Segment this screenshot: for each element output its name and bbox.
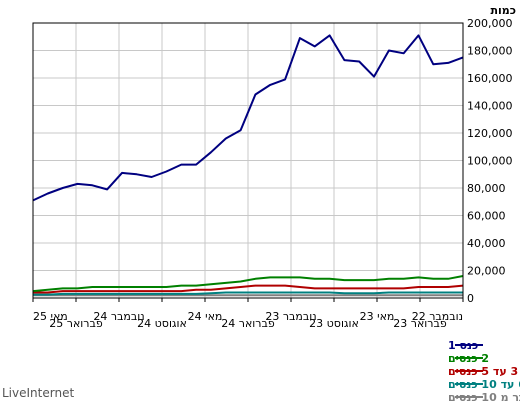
y-tick-label: 40,000 bbox=[467, 237, 506, 250]
series-line bbox=[32, 275, 464, 293]
grid bbox=[32, 22, 464, 299]
legend-label: 2 כנסים bbox=[448, 352, 489, 365]
y-tick-label: 180,000 bbox=[467, 45, 513, 58]
legend-label: מ 3 עד 5 כנסים bbox=[448, 365, 520, 378]
y-axis-label: כמות bbox=[491, 4, 516, 17]
y-tick-label: 160,000 bbox=[467, 72, 513, 85]
series-line bbox=[33, 284, 464, 294]
x-tick-label: פברואר 25 bbox=[49, 317, 103, 330]
y-tick-label: 200,000 bbox=[467, 17, 513, 30]
y-tick-label: 120,000 bbox=[467, 127, 513, 140]
legend-label: כנס 1 bbox=[448, 339, 478, 352]
brand-logo[interactable]: LiveInternet bbox=[2, 386, 75, 400]
x-tick-label: נובמבר 24 bbox=[93, 310, 144, 323]
x-tick-label: נובמבר 22 bbox=[412, 310, 463, 323]
legend-label: יותר מ 10 כנסים bbox=[448, 391, 520, 404]
x-tick-label: אוגוסט 24 bbox=[137, 317, 187, 330]
series-line bbox=[32, 34, 464, 202]
y-tick-label: 140,000 bbox=[467, 100, 513, 113]
y-ticks: 0 20,000 40,000 60,000 80,000 100,000 120,000 1… bbox=[467, 17, 513, 305]
x-tick-label: מאי 23 bbox=[360, 310, 395, 323]
x-tick-label: פברואר 24 bbox=[221, 317, 275, 330]
x-tick-label: נובמבר 23 bbox=[265, 310, 316, 323]
y-tick-label: 60,000 bbox=[467, 210, 506, 223]
legend-label: מ 6 עד 10 כנסים bbox=[448, 378, 520, 391]
x-tick-label: פברואר 23 bbox=[393, 317, 447, 330]
y-tick-label: 0 bbox=[467, 292, 474, 305]
series-lines bbox=[32, 34, 464, 297]
y-tick-label: 100,000 bbox=[467, 155, 513, 168]
y-tick-label: 80,000 bbox=[467, 182, 506, 195]
x-tick-label: מאי 24 bbox=[188, 310, 223, 323]
y-tick-label: 20,000 bbox=[467, 265, 506, 278]
x-tick-label: אוגוסט 23 bbox=[309, 317, 359, 330]
series-line bbox=[33, 291, 463, 296]
legend: כנס 12 כנסיםמ 3 עד 5 כנסיםמ 6 עד 10 כנסי… bbox=[448, 339, 520, 404]
x-tick-label: מאי 25 bbox=[33, 310, 68, 323]
